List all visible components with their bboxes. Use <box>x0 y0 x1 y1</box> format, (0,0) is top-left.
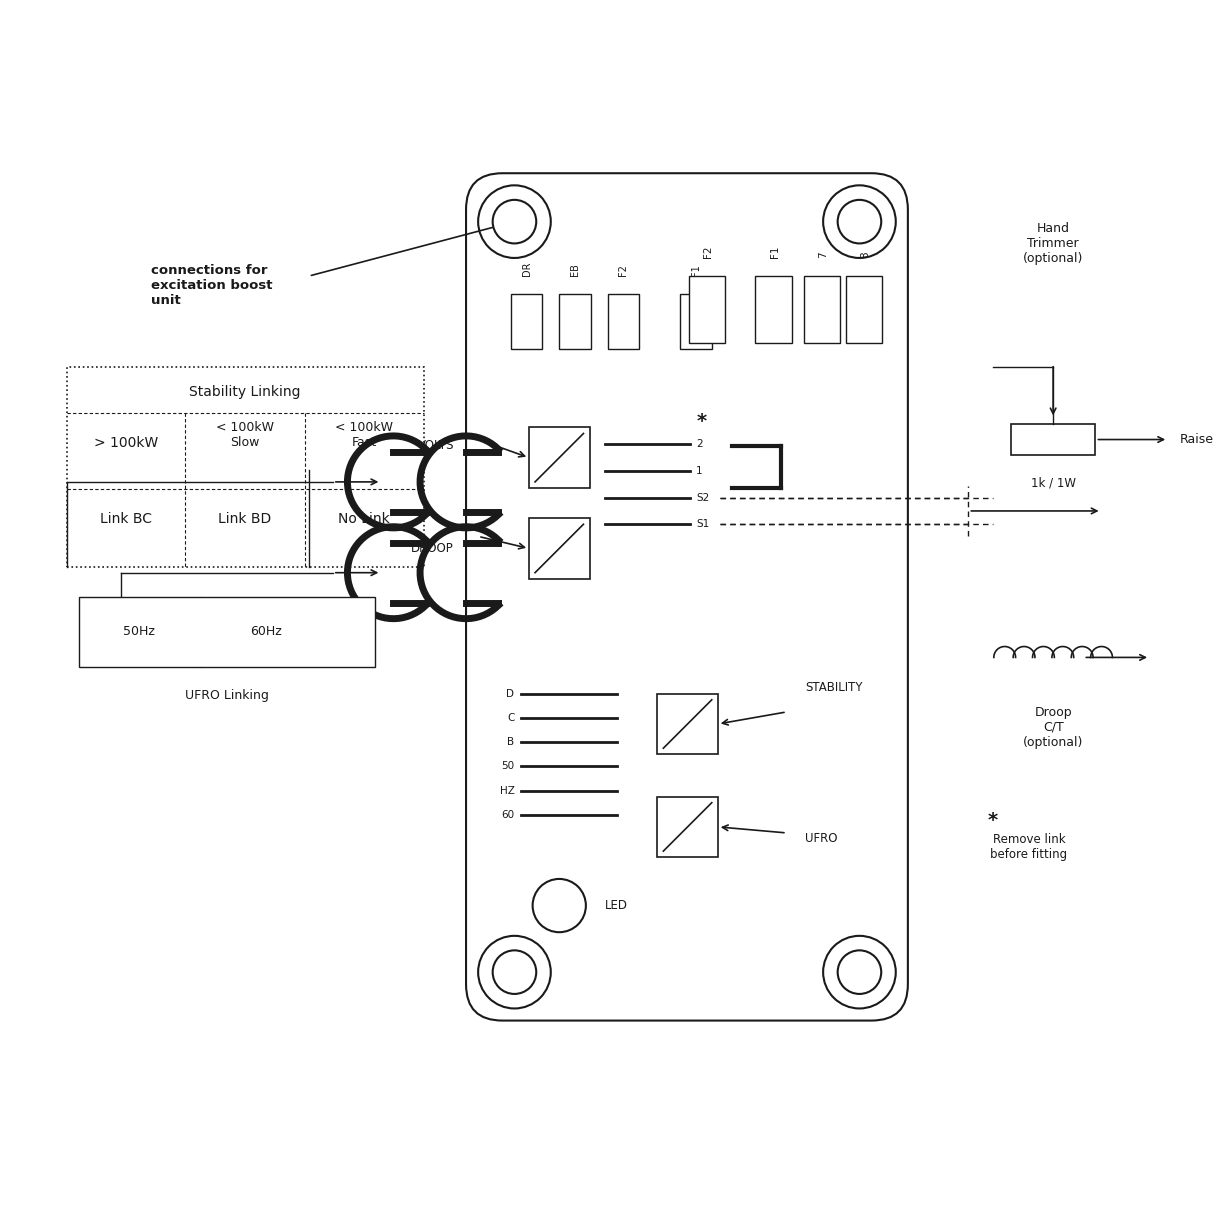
Text: 60Hz: 60Hz <box>251 626 283 638</box>
Bar <box>529 518 590 579</box>
Text: < 100kW
Slow: < 100kW Slow <box>216 420 274 448</box>
Text: 60: 60 <box>502 810 514 820</box>
Text: *: * <box>697 412 708 431</box>
Text: F1: F1 <box>691 264 702 276</box>
Bar <box>559 295 591 348</box>
Text: C: C <box>507 713 514 723</box>
FancyBboxPatch shape <box>466 173 907 1021</box>
Bar <box>79 597 375 667</box>
Text: Droop
C/T
(optional): Droop C/T (optional) <box>1023 706 1083 749</box>
Text: UFRO Linking: UFRO Linking <box>185 689 269 702</box>
Bar <box>529 428 590 488</box>
Bar <box>658 797 717 857</box>
Text: 1: 1 <box>695 466 703 476</box>
Bar <box>681 295 711 348</box>
Text: F2: F2 <box>703 246 713 258</box>
Text: Remove link
before fitting: Remove link before fitting <box>990 833 1067 861</box>
Text: STABILITY: STABILITY <box>805 681 862 694</box>
Text: Stability Linking: Stability Linking <box>189 385 301 400</box>
Text: VOLTS: VOLTS <box>418 438 454 452</box>
Bar <box>608 295 639 348</box>
Circle shape <box>479 185 551 258</box>
Bar <box>755 276 792 342</box>
Bar <box>688 276 725 342</box>
Text: < 100kW
Fast: < 100kW Fast <box>335 420 393 448</box>
Text: DR: DR <box>521 262 531 276</box>
Circle shape <box>492 950 536 994</box>
Text: S1: S1 <box>695 519 709 530</box>
Circle shape <box>838 950 882 994</box>
Text: S2: S2 <box>695 492 709 503</box>
Text: Hand
Trimmer
(optional): Hand Trimmer (optional) <box>1023 222 1083 264</box>
Bar <box>847 276 883 342</box>
Text: No Link: No Link <box>339 513 390 526</box>
Text: 50Hz: 50Hz <box>123 626 155 638</box>
Text: 50: 50 <box>502 761 514 771</box>
Text: HZ: HZ <box>499 786 514 795</box>
Text: Link BC: Link BC <box>100 513 152 526</box>
Text: 7: 7 <box>818 251 828 258</box>
Text: UFRO: UFRO <box>805 832 838 845</box>
Circle shape <box>492 200 536 244</box>
Text: connections for
excitation boost
unit: connections for excitation boost unit <box>151 264 273 307</box>
Circle shape <box>532 879 586 932</box>
Text: F2: F2 <box>619 264 628 276</box>
Circle shape <box>823 185 895 258</box>
Circle shape <box>838 200 882 244</box>
Text: Link BD: Link BD <box>218 513 272 526</box>
Bar <box>1011 424 1095 454</box>
Bar <box>510 295 542 348</box>
Bar <box>67 367 424 566</box>
Text: B: B <box>508 737 514 747</box>
Text: DROOP: DROOP <box>412 542 454 555</box>
Text: EB: EB <box>570 263 580 276</box>
Circle shape <box>823 935 895 1009</box>
Text: Raise: Raise <box>1180 434 1214 446</box>
Text: *: * <box>988 811 998 831</box>
Text: 8: 8 <box>860 251 871 258</box>
Bar <box>658 694 717 754</box>
Text: D: D <box>507 688 514 699</box>
Text: 1k / 1W: 1k / 1W <box>1030 476 1075 490</box>
Text: > 100kW: > 100kW <box>94 436 158 451</box>
Circle shape <box>479 935 551 1009</box>
Text: F1: F1 <box>770 246 780 258</box>
Text: LED: LED <box>605 899 628 912</box>
Text: 2: 2 <box>695 440 703 449</box>
Bar <box>804 276 840 342</box>
